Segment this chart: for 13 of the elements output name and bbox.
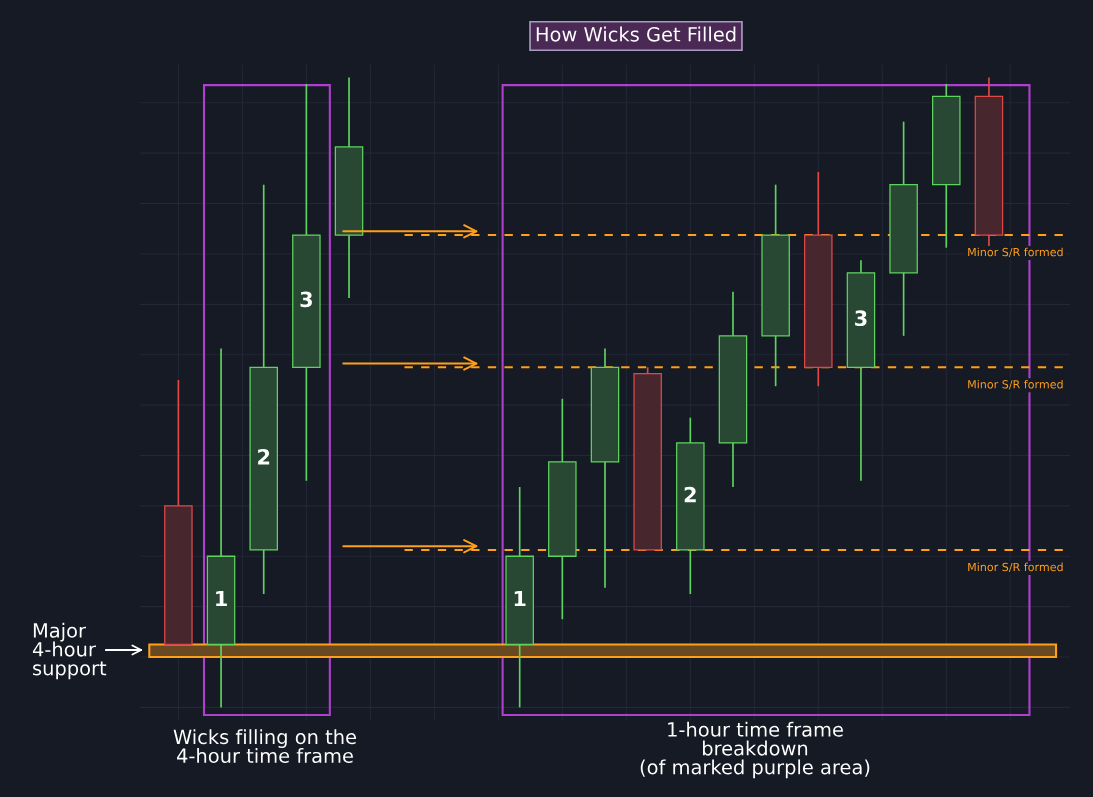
text: 2 xyxy=(684,486,696,503)
text: 1 xyxy=(216,590,227,607)
text: 3 xyxy=(855,310,867,327)
ref-line-label: Minor S/R formed xyxy=(968,562,1063,573)
text: Wicks filling on the 4-hour time frame xyxy=(173,729,356,764)
chart-title: How Wicks Get Filled xyxy=(536,26,736,42)
text: Major 4-hour support xyxy=(32,622,107,680)
text: 1 xyxy=(514,590,526,607)
ref-line-label: Minor S/R formed xyxy=(968,379,1063,390)
ref-line-label: Minor S/R formed xyxy=(968,247,1063,258)
text: 3 xyxy=(300,291,312,308)
text: 2 xyxy=(258,448,270,465)
text: 1-hour time frame breakdown (of marked purple area) xyxy=(640,721,870,779)
